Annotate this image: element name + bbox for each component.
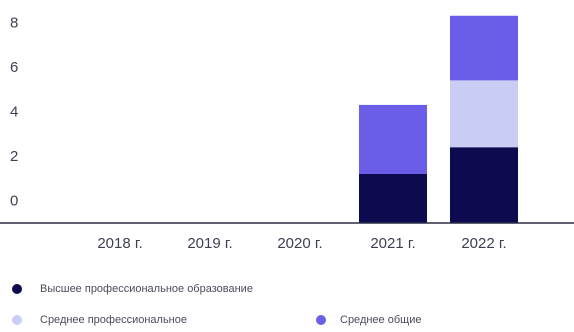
y-tick-label: 2	[10, 148, 18, 165]
x-tick-label: 2021 г.	[370, 235, 415, 252]
bar-segment	[359, 173, 427, 223]
legend-label: Высшее профессиональное образование	[40, 283, 253, 295]
y-axis-ticks: 0 2 4 6 8	[10, 14, 18, 209]
bar-segment	[450, 15, 518, 81]
y-tick-label: 6	[10, 59, 18, 76]
legend-swatch	[12, 284, 22, 294]
bar-segment	[450, 80, 518, 148]
y-tick-label: 4	[10, 104, 18, 121]
bar-segment	[359, 104, 427, 174]
legend-item-higher-education: Высшее профессиональное образование	[12, 283, 253, 295]
legend-item-secondary-vocational: Среднее профессиональное	[12, 314, 187, 326]
legend-label: Среднее профессиональное	[40, 314, 187, 326]
y-tick-label: 0	[10, 193, 18, 210]
legend-swatch	[316, 315, 326, 325]
x-axis-ticks: 2018 г. 2019 г. 2020 г. 2021 г. 2022 г.	[97, 235, 506, 252]
x-tick-label: 2018 г.	[97, 235, 142, 252]
y-tick-label: 8	[10, 14, 18, 31]
bars	[359, 15, 518, 223]
x-tick-label: 2022 г.	[461, 235, 506, 252]
bar-segment	[450, 147, 518, 223]
legend-swatch	[12, 315, 22, 325]
x-tick-label: 2019 г.	[187, 235, 232, 252]
legend-item-secondary-general: Среднее общие	[316, 314, 421, 326]
legend-label: Среднее общие	[340, 314, 422, 326]
x-tick-label: 2020 г.	[277, 235, 322, 252]
